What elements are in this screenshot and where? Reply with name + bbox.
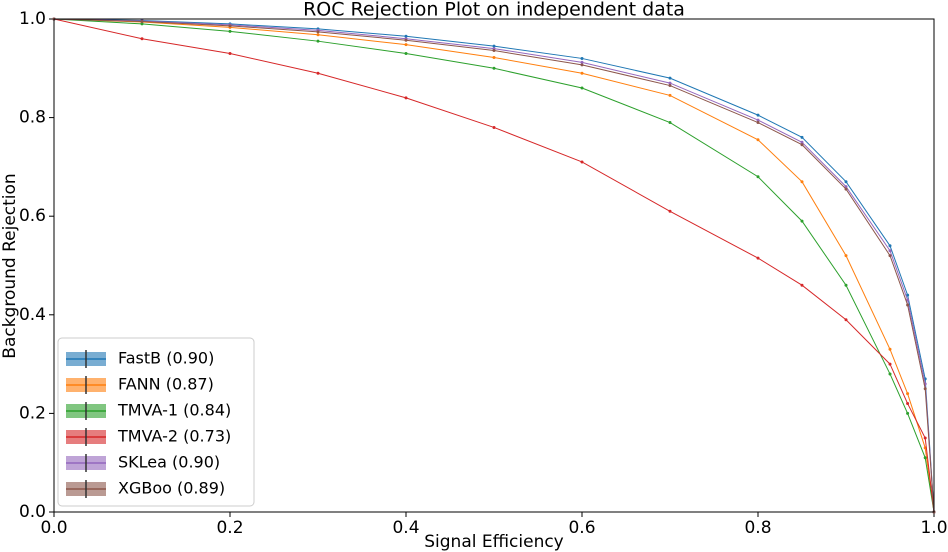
roc-point bbox=[668, 121, 672, 125]
roc-point bbox=[923, 456, 927, 460]
roc-point bbox=[906, 298, 910, 302]
x-tick-label: 0.8 bbox=[744, 518, 771, 538]
roc-point bbox=[888, 244, 892, 248]
roc-point bbox=[404, 43, 408, 47]
x-tick-label: 0.4 bbox=[392, 518, 419, 538]
roc-point bbox=[756, 121, 760, 125]
legend-label: FastB (0.90) bbox=[118, 349, 214, 368]
roc-point bbox=[844, 254, 848, 258]
y-tick-label: 0.8 bbox=[19, 108, 46, 128]
roc-point bbox=[906, 293, 910, 297]
roc-point bbox=[844, 187, 848, 191]
roc-point bbox=[140, 19, 144, 23]
roc-point bbox=[756, 256, 760, 260]
roc-point bbox=[800, 180, 804, 184]
roc-point bbox=[580, 71, 584, 75]
roc-point bbox=[228, 52, 232, 56]
roc-point bbox=[756, 175, 760, 179]
roc-point bbox=[800, 143, 804, 147]
roc-point bbox=[844, 283, 848, 287]
roc-point bbox=[800, 135, 804, 139]
roc-point bbox=[580, 63, 584, 67]
roc-point bbox=[906, 402, 910, 406]
roc-point bbox=[668, 209, 672, 213]
roc-point bbox=[756, 138, 760, 142]
roc-point bbox=[888, 254, 892, 258]
x-axis-label: Signal Efficiency bbox=[424, 532, 564, 552]
roc-point bbox=[580, 56, 584, 60]
roc-point bbox=[580, 160, 584, 164]
legend-label: TMVA-2 (0.73) bbox=[117, 427, 231, 446]
y-axis-label: Background Rejection bbox=[0, 173, 20, 358]
roc-point bbox=[668, 76, 672, 80]
roc-point bbox=[492, 55, 496, 59]
roc-point bbox=[888, 362, 892, 366]
roc-point bbox=[888, 372, 892, 376]
roc-point bbox=[316, 71, 320, 75]
roc-point bbox=[492, 49, 496, 53]
roc-point bbox=[492, 125, 496, 129]
chart-title: ROC Rejection Plot on independent data bbox=[303, 0, 685, 21]
roc-point bbox=[844, 185, 848, 189]
x-tick-label: 0.2 bbox=[216, 518, 243, 538]
roc-point bbox=[316, 33, 320, 37]
roc-point bbox=[140, 37, 144, 41]
roc-point bbox=[580, 86, 584, 90]
y-tick-label: 0.2 bbox=[19, 403, 46, 423]
y-tick-label: 1.0 bbox=[19, 9, 46, 29]
roc-point bbox=[404, 34, 408, 38]
roc-point bbox=[668, 93, 672, 97]
y-tick-label: 0.4 bbox=[19, 305, 46, 325]
roc-point bbox=[668, 84, 672, 88]
roc-point bbox=[923, 387, 927, 391]
roc-point bbox=[906, 411, 910, 415]
roc-point bbox=[492, 66, 496, 70]
roc-point bbox=[906, 303, 910, 307]
x-tick-label: 1.0 bbox=[920, 518, 947, 538]
legend-label: SKLea (0.90) bbox=[118, 453, 220, 472]
roc-point bbox=[844, 318, 848, 322]
y-tick-label: 0.6 bbox=[19, 206, 46, 226]
x-tick-label: 0.0 bbox=[40, 518, 67, 538]
roc-point bbox=[404, 52, 408, 56]
roc-point bbox=[756, 118, 760, 122]
roc-point bbox=[580, 60, 584, 64]
roc-point bbox=[228, 24, 232, 28]
roc-point bbox=[404, 96, 408, 100]
roc-point bbox=[888, 347, 892, 351]
plot-frame bbox=[53, 18, 935, 513]
legend-box bbox=[57, 337, 255, 507]
roc-point bbox=[140, 22, 144, 26]
legend-label: FANN (0.87) bbox=[118, 375, 214, 394]
roc-point bbox=[923, 436, 927, 440]
roc-point bbox=[404, 38, 408, 42]
roc-point bbox=[228, 29, 232, 33]
roc-point bbox=[756, 113, 760, 117]
roc-point bbox=[800, 283, 804, 287]
legend-label: XGBoo (0.89) bbox=[118, 479, 225, 498]
legend-label: TMVA-1 (0.84) bbox=[117, 401, 231, 420]
x-tick-label: 0.6 bbox=[568, 518, 595, 538]
roc-point bbox=[844, 180, 848, 184]
roc-point bbox=[316, 30, 320, 34]
roc-point bbox=[906, 392, 910, 396]
roc-point bbox=[800, 140, 804, 144]
roc-point bbox=[492, 44, 496, 48]
roc-point bbox=[888, 249, 892, 253]
roc-point bbox=[800, 219, 804, 223]
roc-point bbox=[668, 81, 672, 85]
y-tick-label: 0.0 bbox=[19, 502, 46, 522]
roc-point bbox=[316, 39, 320, 43]
